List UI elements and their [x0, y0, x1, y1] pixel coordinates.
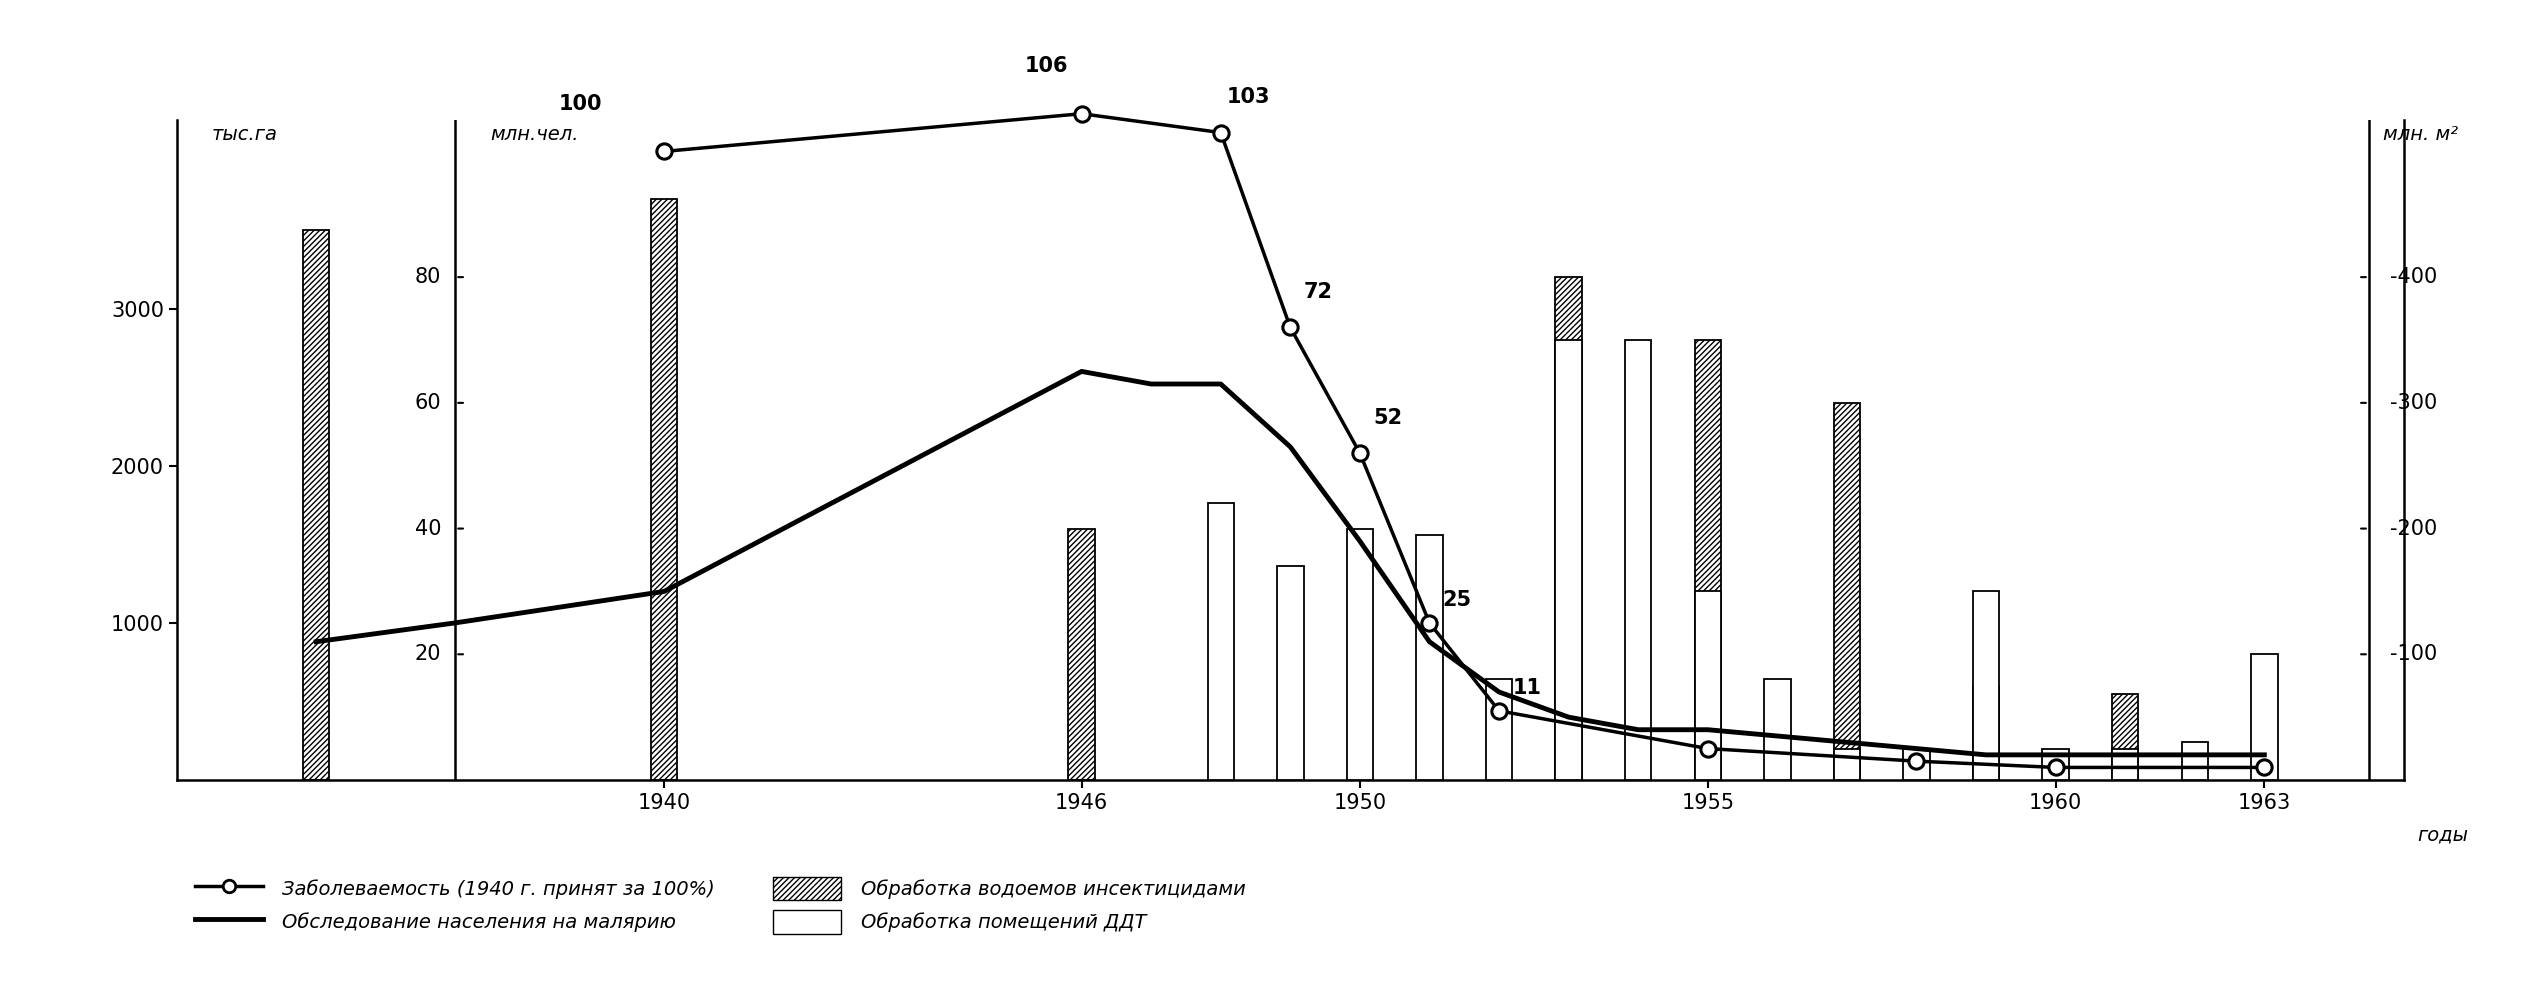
- Bar: [1556, 277, 1581, 780]
- Bar: [1068, 529, 1095, 780]
- Legend: Заболеваемость (1940 г. принят за 100%), Обследование населения на малярию, Обра: Заболеваемость (1940 г. принят за 100%),…: [187, 869, 1252, 942]
- Text: -100: -100: [2388, 644, 2436, 664]
- Text: -300: -300: [2388, 393, 2436, 413]
- Bar: [1624, 340, 1652, 780]
- Text: годы: годы: [2419, 826, 2469, 844]
- Text: млн. м²: млн. м²: [2383, 125, 2457, 144]
- Text: 72: 72: [1303, 282, 1333, 302]
- Bar: [2113, 694, 2138, 780]
- Bar: [1485, 679, 1513, 780]
- Text: 40: 40: [415, 519, 443, 539]
- Bar: [1695, 591, 1720, 780]
- Text: 106: 106: [1025, 56, 1068, 76]
- Text: -400: -400: [2388, 267, 2436, 287]
- Bar: [1903, 749, 1930, 780]
- Text: -200: -200: [2388, 519, 2436, 539]
- Bar: [2042, 749, 2070, 780]
- Bar: [650, 199, 678, 780]
- Bar: [1973, 591, 1999, 780]
- Text: 80: 80: [415, 267, 443, 287]
- Bar: [304, 230, 329, 780]
- Text: 103: 103: [1227, 87, 1270, 107]
- Bar: [1278, 566, 1303, 780]
- Text: млн.чел.: млн.чел.: [491, 125, 579, 144]
- Text: 100: 100: [559, 94, 602, 114]
- Text: 11: 11: [1513, 678, 1541, 698]
- Bar: [1695, 340, 1720, 780]
- Bar: [1834, 403, 1860, 780]
- Bar: [1346, 529, 1374, 780]
- Bar: [2252, 654, 2277, 780]
- Text: 60: 60: [415, 393, 443, 413]
- Bar: [1556, 340, 1581, 780]
- Bar: [1763, 679, 1791, 780]
- Bar: [1834, 749, 1860, 780]
- Text: 25: 25: [1442, 590, 1472, 610]
- Bar: [2113, 749, 2138, 780]
- Text: 20: 20: [415, 644, 443, 664]
- Bar: [2181, 742, 2209, 780]
- Bar: [1973, 686, 1999, 780]
- Bar: [1417, 535, 1442, 780]
- Text: тыс.га: тыс.га: [213, 125, 278, 144]
- Text: 52: 52: [1374, 408, 1402, 428]
- Bar: [1207, 503, 1235, 780]
